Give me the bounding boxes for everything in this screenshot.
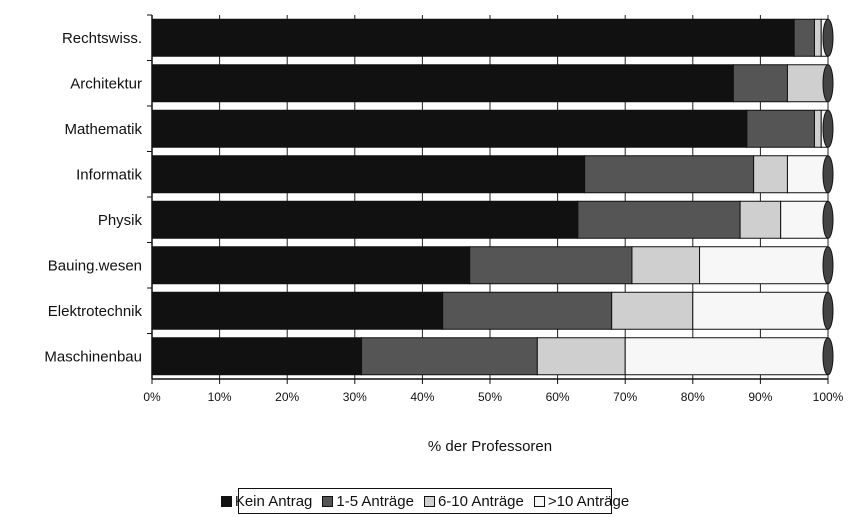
bar-end-cap-bauing-wesen bbox=[822, 246, 834, 285]
x-tick-label-70: 70% bbox=[613, 390, 637, 404]
bar-physik-1-5-antr-ge bbox=[577, 200, 741, 239]
category-label-mathematik: Mathematik bbox=[64, 121, 142, 138]
bar-bauing-wesen-6-10-antr-ge bbox=[631, 246, 701, 285]
bar-elektrotechnik-1-5-antr-ge bbox=[442, 291, 613, 330]
category-label-elektrotechnik: Elektrotechnik bbox=[48, 303, 143, 320]
bar-informatik-10-antr-ge bbox=[786, 155, 829, 194]
bar-informatik-kein-antrag bbox=[151, 155, 586, 194]
x-tick-label-0: 0% bbox=[143, 390, 161, 404]
bar-rechtswiss-6-10-antr-ge bbox=[813, 18, 822, 57]
bar-bauing-wesen-10-antr-ge bbox=[699, 246, 829, 285]
bar-elektrotechnik-10-antr-ge bbox=[692, 291, 829, 330]
legend-swatch-gt-10 bbox=[533, 495, 545, 507]
legend-label-gt-10: >10 Anträge bbox=[547, 492, 630, 510]
bar-bauing-wesen-1-5-antr-ge bbox=[469, 246, 633, 285]
category-label-informatik: Informatik bbox=[76, 166, 142, 183]
legend-label-6-10: 6-10 Anträge bbox=[437, 492, 524, 510]
x-tick-label-40: 40% bbox=[410, 390, 434, 404]
category-label-bauing-wesen: Bauing.wesen bbox=[48, 257, 142, 274]
bar-rechtswiss-kein-antrag bbox=[151, 18, 795, 57]
bar-mathematik-kein-antrag bbox=[151, 109, 748, 148]
legend: Kein Antrag 1-5 Anträge 6-10 Anträge >10… bbox=[220, 488, 629, 514]
bar-end-cap-physik bbox=[822, 200, 834, 239]
category-label-rechtswiss: Rechtswiss. bbox=[62, 30, 142, 47]
bar-physik-6-10-antr-ge bbox=[739, 200, 782, 239]
bar-physik-10-antr-ge bbox=[780, 200, 829, 239]
bar-maschinenbau-kein-antrag bbox=[151, 337, 363, 376]
bar-end-cap-rechtswiss bbox=[822, 18, 834, 57]
legend-item-kein-antrag: Kein Antrag bbox=[220, 492, 313, 510]
legend-swatch-kein-antrag bbox=[220, 495, 232, 507]
bars-layer bbox=[151, 18, 834, 376]
category-label-maschinenbau: Maschinenbau bbox=[44, 348, 142, 365]
bar-architektur-6-10-antr-ge bbox=[786, 64, 829, 103]
bar-elektrotechnik-6-10-antr-ge bbox=[611, 291, 694, 330]
bar-mathematik-6-10-antr-ge bbox=[813, 109, 822, 148]
x-tick-label-50: 50% bbox=[478, 390, 502, 404]
legend-swatch-1-5 bbox=[322, 495, 334, 507]
legend-item-1-5: 1-5 Anträge bbox=[322, 493, 414, 510]
bar-maschinenbau-1-5-antr-ge bbox=[361, 337, 538, 376]
x-tick-label-90: 90% bbox=[748, 390, 772, 404]
x-tick-label-20: 20% bbox=[275, 390, 299, 404]
bar-informatik-6-10-antr-ge bbox=[753, 155, 788, 194]
axis-layer: Rechtswiss. Architektur Mathematik Informat… bbox=[44, 14, 844, 404]
bar-end-cap-maschinenbau bbox=[822, 337, 834, 376]
legend-item-6-10: 6-10 Anträge bbox=[423, 492, 524, 510]
legend-swatch-6-10 bbox=[423, 495, 435, 507]
x-tick-label-100: 100% bbox=[813, 390, 844, 404]
bar-end-cap-architektur bbox=[822, 64, 834, 103]
bar-elektrotechnik-kein-antrag bbox=[151, 291, 444, 330]
bar-end-cap-mathematik bbox=[822, 109, 834, 148]
legend-item-gt-10: >10 Anträge bbox=[533, 492, 630, 510]
bar-informatik-1-5-antr-ge bbox=[584, 155, 755, 194]
x-axis-title: % der Professoren bbox=[428, 438, 552, 455]
category-label-physik: Physik bbox=[98, 212, 143, 229]
bar-rechtswiss-1-5-antr-ge bbox=[793, 18, 815, 57]
legend-label-kein-antrag: Kein Antrag bbox=[234, 492, 313, 510]
bar-mathematik-1-5-antr-ge bbox=[746, 109, 815, 148]
x-tick-label-30: 30% bbox=[343, 390, 367, 404]
x-tick-label-80: 80% bbox=[681, 390, 705, 404]
bar-architektur-1-5-antr-ge bbox=[732, 64, 788, 103]
bar-maschinenbau-6-10-antr-ge bbox=[536, 337, 626, 376]
bar-architektur-kein-antrag bbox=[151, 64, 734, 103]
x-tick-label-10: 10% bbox=[208, 390, 232, 404]
bar-bauing-wesen-kein-antrag bbox=[151, 246, 471, 285]
bar-end-cap-informatik bbox=[822, 155, 834, 194]
bar-maschinenbau-10-antr-ge bbox=[624, 337, 829, 376]
bar-physik-kein-antrag bbox=[151, 200, 579, 239]
x-tick-label-60: 60% bbox=[546, 390, 570, 404]
legend-label-1-5: 1-5 Anträge bbox=[336, 492, 414, 510]
bar-end-cap-elektrotechnik bbox=[822, 291, 834, 330]
category-label-architektur: Architektur bbox=[70, 75, 142, 92]
